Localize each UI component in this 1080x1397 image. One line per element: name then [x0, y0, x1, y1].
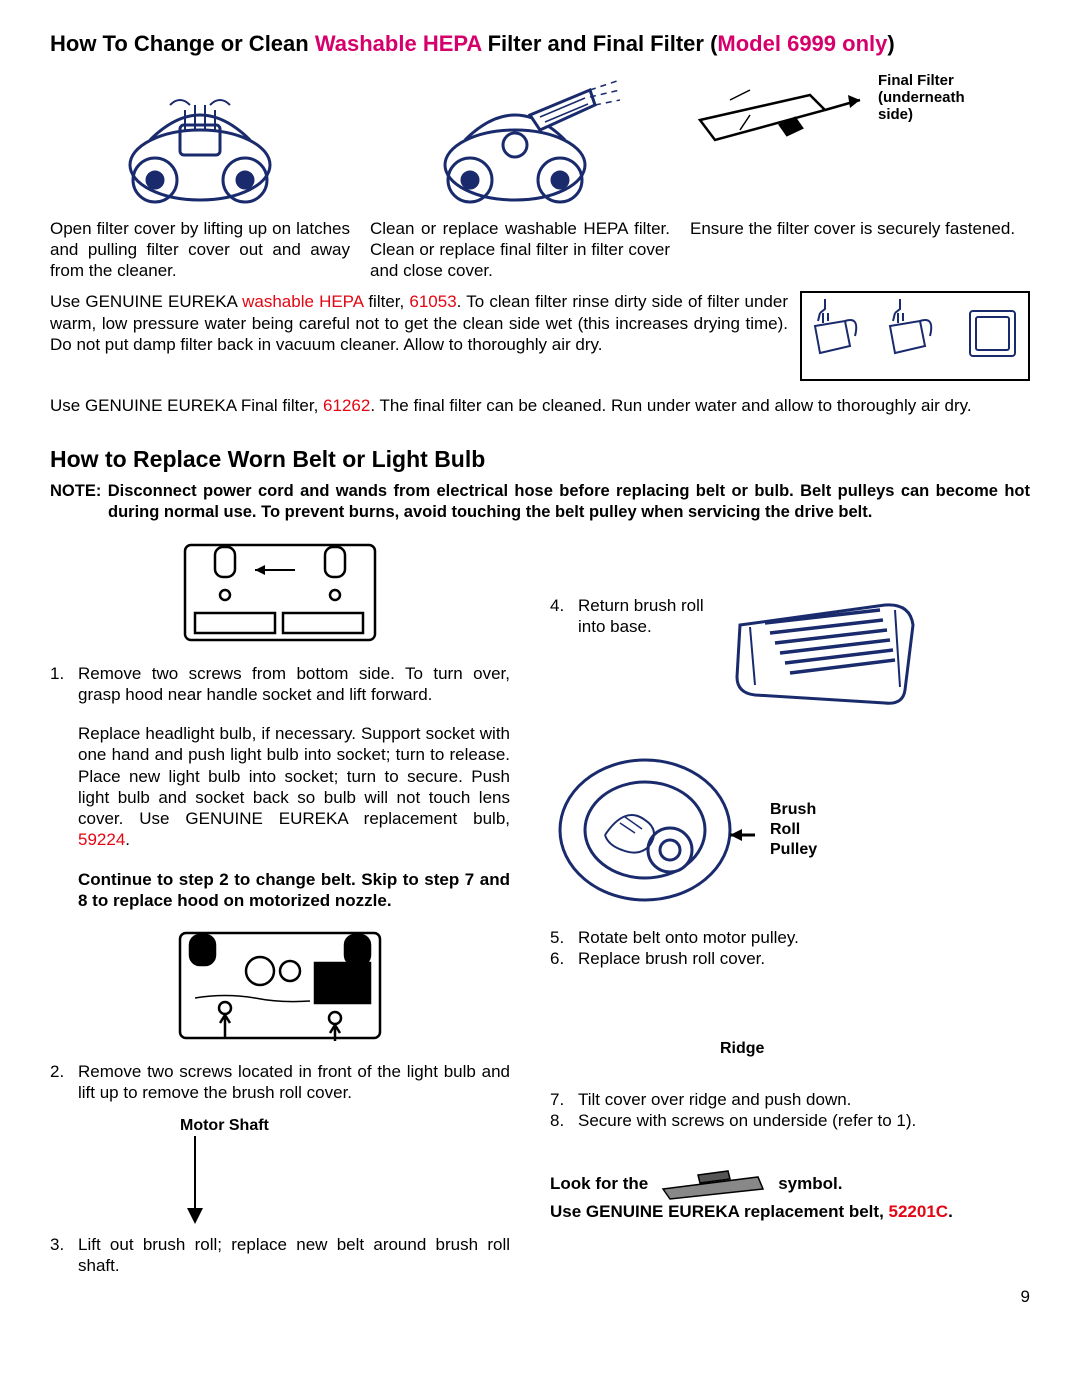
- figure-pulley: [550, 745, 760, 915]
- ff-l1: Final Filter: [878, 72, 965, 89]
- bulb-num: 59224: [78, 830, 125, 849]
- lf-a: Look for the: [550, 1173, 648, 1194]
- n2: 2.: [50, 1061, 70, 1104]
- n7: 7.: [550, 1089, 570, 1110]
- note-label: NOTE:: [50, 482, 108, 500]
- n1: 1.: [50, 663, 70, 706]
- bl-b: 52201C: [889, 1202, 949, 1221]
- motor-shaft-label: Motor Shaft: [180, 1116, 510, 1136]
- step-8: 8. Secure with screws on underside (refe…: [550, 1110, 1030, 1131]
- step3-text: Lift out brush roll; replace new belt ar…: [78, 1234, 510, 1277]
- ff-num: 61262: [323, 396, 370, 415]
- step8-text: Secure with screws on underside (refer t…: [578, 1110, 916, 1131]
- hepa-mid: filter,: [363, 292, 409, 311]
- title-part-e: ): [887, 31, 894, 56]
- section-title-hepa: How To Change or Clean Washable HEPA Fil…: [50, 30, 1030, 58]
- belt-line: Use GENUINE EUREKA replacement belt, 522…: [550, 1201, 1030, 1222]
- n3: 3.: [50, 1234, 70, 1277]
- n8: 8.: [550, 1110, 570, 1131]
- lf-b: symbol.: [778, 1173, 842, 1194]
- caption-1: Open filter cover by lifting up on latch…: [50, 218, 350, 282]
- hepa-paragraph: Use GENUINE EUREKA washable HEPA filter,…: [50, 291, 788, 381]
- ff-post: . The final filter can be cleaned. Run u…: [370, 396, 971, 415]
- page-number: 9: [50, 1286, 1030, 1307]
- step5-text: Rotate belt onto motor pulley.: [578, 927, 799, 948]
- note-body: Disconnect power cord and wands from ele…: [108, 482, 1030, 521]
- figure-replace-filter: [370, 70, 670, 210]
- bulb-paragraph: Replace headlight bulb, if necessary. Su…: [50, 723, 510, 851]
- step-4: 4. Return brush roll into base.: [550, 595, 710, 638]
- brush-roll-label: Brush Roll Pulley: [770, 800, 817, 860]
- figure-brush-cover: [50, 923, 510, 1053]
- step2-text: Remove two screws located in front of th…: [78, 1061, 510, 1104]
- step4-text: Return brush roll into base.: [578, 595, 710, 638]
- hepa-pre: Use GENUINE EUREKA: [50, 292, 242, 311]
- step6-text: Replace brush roll cover.: [578, 948, 765, 969]
- step1-text: Remove two screws from bottom side. To t…: [78, 663, 510, 706]
- hepa-num: 61053: [409, 292, 456, 311]
- figure-final-filter: [690, 70, 870, 170]
- step-6: 6. Replace brush roll cover.: [550, 948, 1030, 969]
- step-7: 7. Tilt cover over ridge and push down.: [550, 1089, 1030, 1110]
- belt-note: NOTE: Disconnect power cord and wands fr…: [50, 481, 1030, 522]
- final-filter-paragraph: Use GENUINE EUREKA Final filter, 61262. …: [50, 395, 1030, 416]
- bulb-end: .: [125, 830, 130, 849]
- continue-note: Continue to step 2 to change belt. Skip …: [50, 869, 510, 912]
- symbol-icon: [658, 1167, 768, 1201]
- n5: 5.: [550, 927, 570, 948]
- figure-bottom-screws: [50, 535, 510, 655]
- ff-l2: (underneath: [878, 89, 965, 106]
- brl3: Pulley: [770, 840, 817, 860]
- arrow-down-icon: [180, 1136, 210, 1226]
- brl2: Roll: [770, 820, 817, 840]
- title-part-b: Washable HEPA: [315, 31, 482, 56]
- title-part-c: Filter and Final Filter (: [482, 31, 718, 56]
- bl-c: .: [948, 1202, 953, 1221]
- figure-rinse: [800, 291, 1030, 381]
- step-3: 3. Lift out brush roll; replace new belt…: [50, 1234, 510, 1277]
- ff-pre: Use GENUINE EUREKA Final filter,: [50, 396, 323, 415]
- caption-3: Ensure the filter cover is securely fast…: [690, 218, 1030, 282]
- title-part-d: Model 6999 only: [717, 31, 887, 56]
- final-filter-label: Final Filter (underneath side): [878, 72, 965, 124]
- brl1: Brush: [770, 800, 817, 820]
- n6: 6.: [550, 948, 570, 969]
- step7-text: Tilt cover over ridge and push down.: [578, 1089, 851, 1110]
- step-1: 1. Remove two screws from bottom side. T…: [50, 663, 510, 706]
- n4: 4.: [550, 595, 570, 638]
- look-for-line: Look for the symbol.: [550, 1167, 1030, 1201]
- ff-l3: side): [878, 106, 965, 123]
- title-part-a: How To Change or Clean: [50, 31, 315, 56]
- bulb-body: Replace headlight bulb, if necessary. Su…: [78, 724, 510, 828]
- step-2: 2. Remove two screws located in front of…: [50, 1061, 510, 1104]
- section-title-belt: How to Replace Worn Belt or Light Bulb: [50, 445, 1030, 474]
- hepa-w: washable HEPA: [242, 292, 363, 311]
- ridge-label: Ridge: [720, 1039, 1030, 1059]
- figure-open-cover: [50, 70, 350, 210]
- step-5: 5. Rotate belt onto motor pulley.: [550, 927, 1030, 948]
- bl-a: Use GENUINE EUREKA replacement belt,: [550, 1202, 889, 1221]
- caption-2: Clean or replace washable HEPA filter. C…: [370, 218, 670, 282]
- figure-roll-cover: [725, 595, 925, 715]
